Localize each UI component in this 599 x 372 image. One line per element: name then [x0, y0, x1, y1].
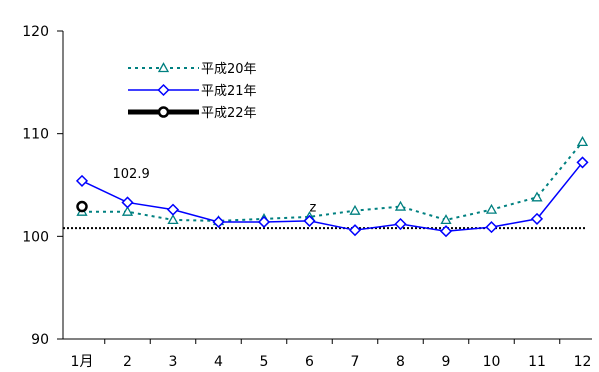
data-point	[121, 196, 134, 209]
x-tick-label: 10	[483, 354, 501, 370]
x-ticks: 1月 2 3 4 5 6 7 8 9 10 11 12	[71, 339, 592, 370]
y-tick-label: 90	[31, 332, 49, 348]
data-point	[303, 214, 316, 227]
x-tick-label: 7	[351, 354, 360, 370]
x-tick-label: 1月	[71, 354, 94, 370]
data-point	[75, 174, 89, 187]
x-tick-label: 8	[396, 354, 405, 370]
x-tick-label: 11	[528, 354, 546, 370]
y-tick-label: 110	[22, 127, 49, 143]
data-point	[121, 205, 134, 216]
series-line	[82, 141, 584, 222]
legend-label: 平成20年	[201, 62, 257, 77]
data-point	[348, 224, 362, 237]
series-layer	[75, 136, 589, 238]
data-point	[485, 221, 498, 234]
data-point	[531, 191, 543, 202]
legend-item: 平成20年	[128, 62, 257, 77]
x-tick-label: 12	[574, 354, 592, 370]
data-point	[212, 215, 225, 229]
x-tick-label: 5	[260, 354, 269, 370]
data-point	[166, 203, 180, 216]
y-tick-label: 120	[22, 24, 49, 40]
legend-label: 平成22年	[201, 106, 257, 121]
x-tick-label: 4	[214, 354, 223, 370]
annotations: 102.9 z	[113, 167, 317, 216]
series-3	[76, 200, 88, 213]
series-2	[75, 156, 589, 238]
legend-marker	[157, 83, 170, 97]
data-point	[349, 204, 361, 215]
data-point	[394, 200, 407, 211]
y-tick-label: 100	[22, 229, 49, 245]
data-point	[440, 214, 452, 225]
legend-marker	[157, 62, 170, 73]
data-point	[576, 156, 589, 169]
legend-item: 平成21年	[128, 83, 257, 99]
data-point	[485, 203, 498, 214]
x-tick-label: 6	[305, 354, 314, 370]
legend-label: 平成21年	[201, 84, 257, 99]
data-point	[76, 200, 88, 213]
data-point	[439, 225, 453, 238]
data-point	[394, 217, 407, 231]
data-point	[167, 214, 179, 225]
x-tick-label: 9	[442, 354, 451, 370]
series-line	[81, 161, 584, 232]
data-point	[576, 136, 589, 147]
data-point	[530, 212, 544, 225]
legend-marker	[157, 106, 170, 118]
y-ticks: 90 100 110 120	[22, 24, 63, 348]
x-tick-label: 3	[169, 354, 178, 370]
annotation: z	[310, 201, 317, 216]
annotation: 102.9	[113, 167, 150, 182]
series-1	[76, 136, 589, 226]
x-tick-label: 2	[123, 354, 132, 370]
data-point	[257, 215, 271, 229]
legend-item: 平成22年	[128, 106, 257, 121]
